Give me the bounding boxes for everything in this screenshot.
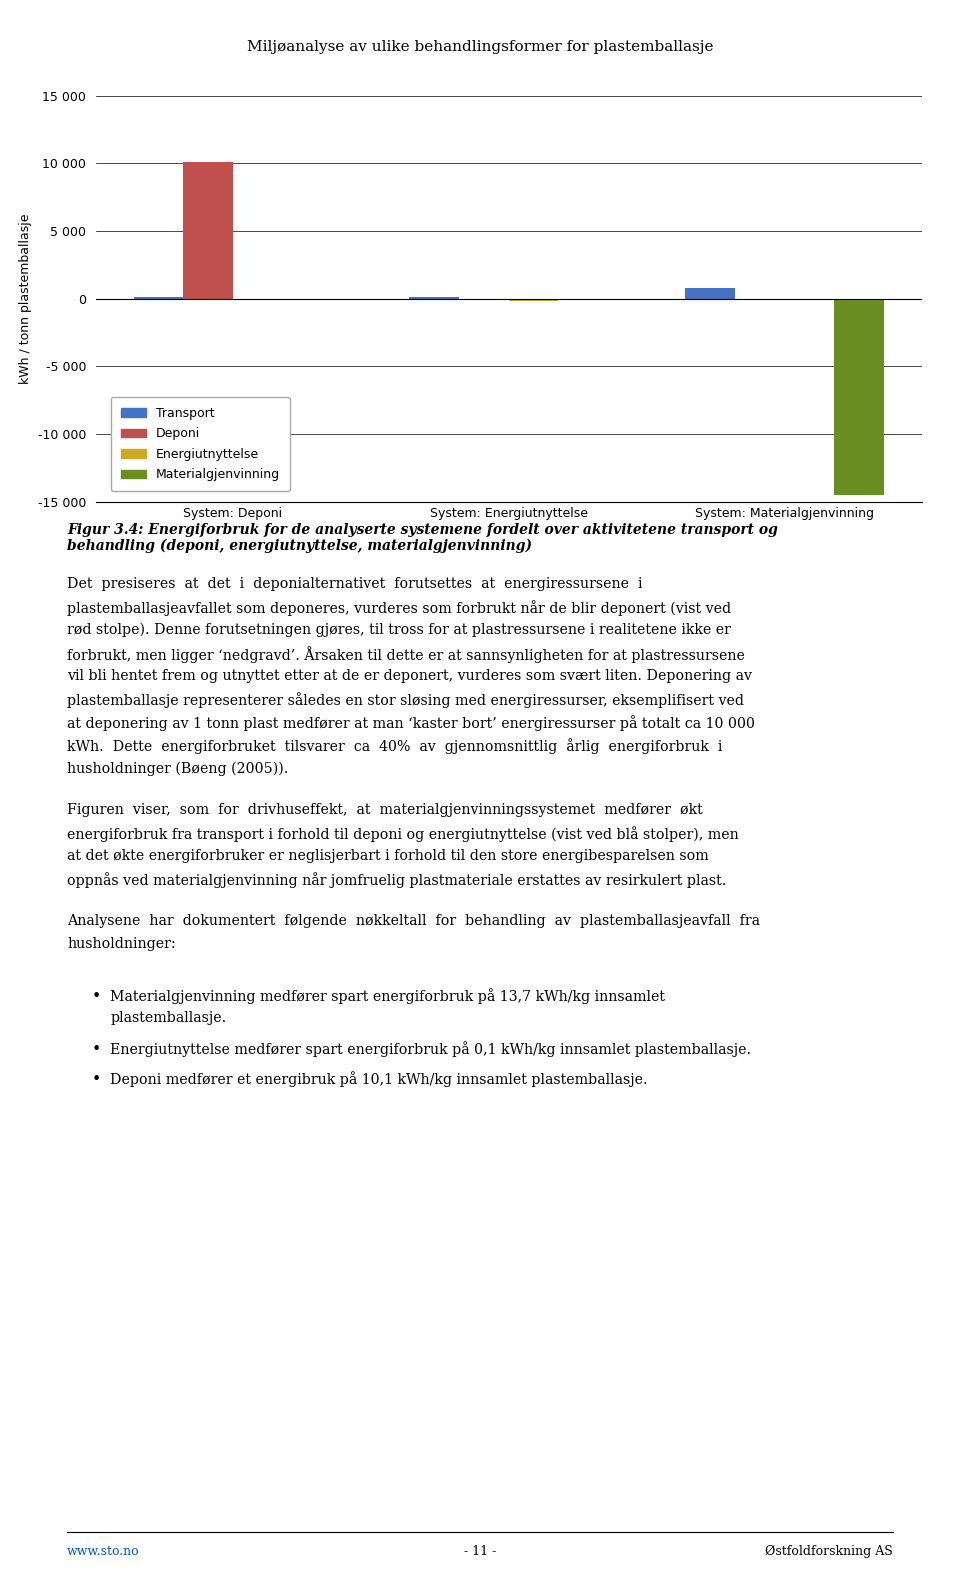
Text: •: • (91, 988, 101, 1005)
Text: plastemballasje.: plastemballasje. (110, 1012, 227, 1024)
Text: forbrukt, men ligger ‘nedgravd’. Årsaken til dette er at sannsynligheten for at : forbrukt, men ligger ‘nedgravd’. Årsaken… (67, 645, 745, 663)
Text: at det økte energiforbruker er neglisjerbart i forhold til den store energibespa: at det økte energiforbruker er neglisjer… (67, 849, 708, 863)
Text: husholdninger (Bøeng (2005)).: husholdninger (Bøeng (2005)). (67, 761, 289, 776)
Text: kWh.  Dette  energiforbruket  tilsvarer  ca  40%  av  gjennomsnittlig  årlig  en: kWh. Dette energiforbruket tilsvarer ca … (67, 738, 723, 753)
Text: - 11 -: - 11 - (464, 1545, 496, 1558)
Text: Analysene  har  dokumentert  følgende  nøkkeltall  for  behandling  av  plastemb: Analysene har dokumentert følgende nøkke… (67, 914, 760, 927)
Text: oppnås ved materialgjenvinning når jomfruelig plastmateriale erstattes av resirk: oppnås ved materialgjenvinning når jomfr… (67, 873, 727, 889)
Text: plastemballasje representerer således en stor sløsing med energiressurser, eksem: plastemballasje representerer således en… (67, 691, 744, 707)
Text: rød stolpe). Denne forutsetningen gjøres, til tross for at plastressursene i rea: rød stolpe). Denne forutsetningen gjøres… (67, 623, 732, 637)
Bar (183, 162, 233, 298)
Text: Deponi medfører et energibruk på 10,1 kWh/kg innsamlet plastemballasje.: Deponi medfører et energibruk på 10,1 kW… (110, 1070, 648, 1086)
Text: •: • (91, 1070, 101, 1088)
Bar (834, 298, 884, 495)
Text: www.sto.no: www.sto.no (67, 1545, 140, 1558)
Text: Miljøanalyse av ulike behandlingsformer for plastemballasje: Miljøanalyse av ulike behandlingsformer … (247, 40, 713, 54)
Legend: Transport, Deponi, Energiutnyttelse, Materialgjenvinning: Transport, Deponi, Energiutnyttelse, Mat… (110, 397, 290, 492)
Y-axis label: kWh / tonn plastemballasje: kWh / tonn plastemballasje (19, 213, 33, 384)
Text: Figur 3.4: Energiforbruk for de analyserte systemene fordelt over aktivitetene t: Figur 3.4: Energiforbruk for de analyser… (67, 523, 778, 553)
Text: Det  presiseres  at  det  i  deponialternativet  forutsettes  at  energiressurse: Det presiseres at det i deponialternativ… (67, 577, 642, 591)
Bar (509, 298, 559, 301)
Text: Østfoldforskning AS: Østfoldforskning AS (765, 1545, 893, 1558)
Text: Figuren  viser,  som  for  drivhuseffekt,  at  materialgjenvinningssystemet  med: Figuren viser, som for drivhuseffekt, at… (67, 803, 703, 817)
Text: Materialgjenvinning medfører spart energiforbruk på 13,7 kWh/kg innsamlet: Materialgjenvinning medfører spart energ… (110, 988, 665, 1004)
Text: at deponering av 1 tonn plast medfører at man ‘kaster bort’ energiressurser på t: at deponering av 1 tonn plast medfører a… (67, 715, 756, 731)
Text: •: • (91, 1040, 101, 1058)
Text: Energiutnyttelse medfører spart energiforbruk på 0,1 kWh/kg innsamlet plastembal: Energiutnyttelse medfører spart energifo… (110, 1040, 752, 1056)
Bar (685, 288, 735, 298)
Text: energiforbruk fra transport i forhold til deponi og energiutnyttelse (vist ved b: energiforbruk fra transport i forhold ti… (67, 827, 739, 843)
Text: husholdninger:: husholdninger: (67, 937, 176, 951)
Text: plastemballasjeavfallet som deponeres, vurderes som forbrukt når de blir deponer: plastemballasjeavfallet som deponeres, v… (67, 599, 732, 615)
Text: vil bli hentet frem og utnyttet etter at de er deponert, vurderes som svært lite: vil bli hentet frem og utnyttet etter at… (67, 669, 753, 683)
